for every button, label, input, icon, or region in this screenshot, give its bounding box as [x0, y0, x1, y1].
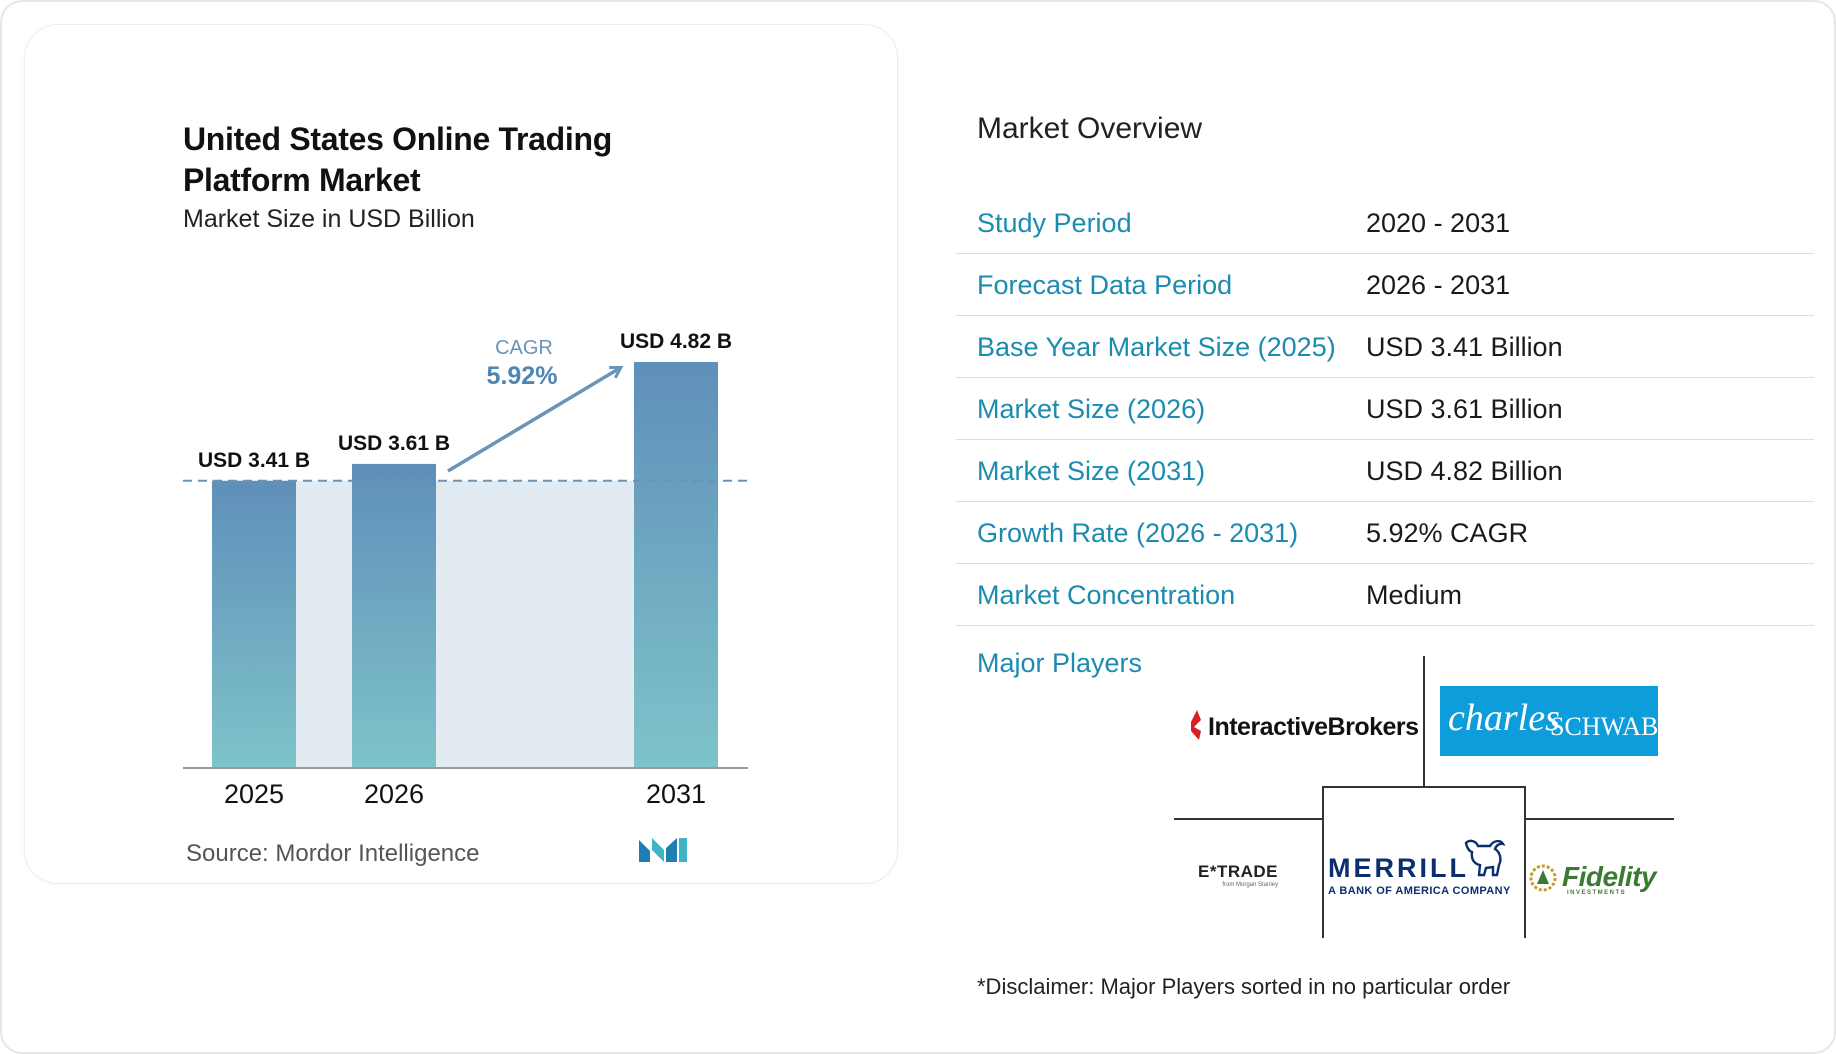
etrade-sub: from Morgan Stanley [1222, 882, 1279, 888]
overview-value: 2020 - 2031 [1366, 208, 1511, 238]
interactive-brokers-name: InteractiveBrokers [1208, 713, 1419, 741]
overview-value: USD 3.61 Billion [1366, 394, 1563, 424]
bar-2031 [634, 362, 718, 768]
charles-schwab-logo: charles SCHWAB [1440, 686, 1658, 756]
overview-key: Growth Rate (2026 - 2031) [977, 518, 1299, 548]
data-label-2025: USD 3.41 B [198, 449, 310, 472]
etrade-logo: E*TRADE from Morgan Stanley [1198, 862, 1278, 888]
bar-chart: USD 3.41 B 2025 USD 3.61 B 2026 USD 4.82 B 20… [183, 330, 751, 809]
overview-key: Base Year Market Size (2025) [977, 332, 1336, 362]
fidelity-sub: INVESTMENTS [1567, 890, 1627, 896]
players-divider-horizontal-right [1524, 818, 1674, 820]
reference-band [296, 480, 634, 768]
overview-row-growth-rate: Growth Rate (2026 - 2031) 5.92% CAGR [956, 502, 1814, 564]
overview-key: Market Concentration [977, 580, 1236, 610]
overview-value: 5.92% CAGR [1366, 518, 1529, 548]
cagr-label: CAGR [495, 337, 553, 359]
cagr-value: 5.92% [487, 362, 558, 390]
major-players-title: Major Players [977, 648, 1143, 678]
overview-key: Market Size (2031) [977, 456, 1206, 486]
schwab-script: charles [1448, 697, 1560, 739]
overview-value: Medium [1366, 580, 1463, 610]
fidelity-logo: Fidelity INVESTMENTS [1529, 861, 1657, 896]
fidelity-name: Fidelity [1562, 861, 1657, 892]
overview-row-forecast-period: Forecast Data Period 2026 - 2031 [956, 254, 1814, 316]
overview-key: Forecast Data Period [977, 270, 1233, 300]
bar-2025 [212, 480, 296, 768]
overview-row-size-2031: Market Size (2031) USD 4.82 Billion [956, 440, 1814, 502]
etrade-name: E*TRADE [1198, 862, 1279, 881]
merrill-sub: A BANK OF AMERICA COMPANY [1328, 885, 1511, 897]
schwab-caps: SCHWAB [1550, 712, 1659, 741]
overview-row-base-year-size: Base Year Market Size (2025) USD 3.41 Bi… [956, 316, 1814, 378]
x-tick-label-2026: 2026 [364, 779, 424, 809]
chart-title: United States Online Trading Platform Ma… [183, 121, 612, 198]
players-divider-horizontal-left [1174, 818, 1324, 820]
cagr-arrow [447, 368, 620, 473]
data-label-2031: USD 4.82 B [620, 330, 732, 353]
players-box-left [1322, 786, 1324, 938]
x-tick-label-2031: 2031 [646, 779, 706, 809]
merrill-bull-icon [1464, 839, 1506, 877]
merrill-logo: MERRILL A BANK OF AMERICA COMPANY [1328, 839, 1511, 897]
overview-row-study-period: Study Period 2020 - 2031 [956, 192, 1814, 254]
chart-source: Source: Mordor Intelligence [186, 840, 480, 867]
overview-value: USD 3.41 Billion [1366, 332, 1563, 362]
overview-key: Study Period [977, 208, 1132, 238]
players-box-right [1524, 786, 1526, 938]
overview-row-concentration: Market Concentration Medium [956, 564, 1814, 626]
market-overview-title: Market Overview [977, 112, 1203, 145]
interactive-brokers-logo: InteractiveBrokers [1190, 710, 1419, 742]
overview-value: 2026 - 2031 [1366, 270, 1511, 300]
chart-subtitle: Market Size in USD Billion [183, 205, 475, 233]
players-divider-vertical-top [1423, 656, 1425, 786]
interactive-brokers-mark-icon [1191, 710, 1201, 740]
players-box-top [1322, 786, 1526, 788]
overview-table: Study Period 2020 - 2031 Forecast Data P… [956, 192, 1814, 626]
overview-value: USD 4.82 Billion [1366, 456, 1563, 486]
fidelity-pyramid-icon [1529, 864, 1557, 892]
bar-2026 [352, 463, 436, 768]
disclaimer: *Disclaimer: Major Players sorted in no … [977, 974, 1511, 999]
data-label-2026: USD 3.61 B [338, 432, 450, 455]
merrill-name: MERRILL [1328, 853, 1469, 883]
overview-key: Market Size (2026) [977, 394, 1206, 424]
x-tick-label-2025: 2025 [224, 779, 284, 809]
mordor-intelligence-logo-icon [639, 838, 687, 862]
overview-row-size-2026: Market Size (2026) USD 3.61 Billion [956, 378, 1814, 440]
